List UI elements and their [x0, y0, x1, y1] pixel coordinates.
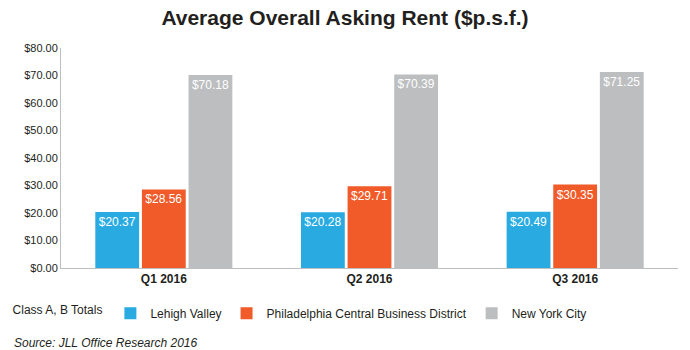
svg-text:$70.39: $70.39: [398, 77, 435, 91]
svg-text:Source: JLL Office Research 20: Source: JLL Office Research 2016: [14, 336, 198, 350]
svg-text:$80.00: $80.00: [24, 42, 58, 54]
svg-text:Lehigh Valley: Lehigh Valley: [150, 307, 221, 321]
svg-text:$10.00: $10.00: [24, 234, 58, 246]
svg-text:$0.00: $0.00: [30, 262, 58, 274]
svg-text:Q2 2016: Q2 2016: [346, 272, 392, 286]
svg-text:$20.28: $20.28: [304, 215, 341, 229]
svg-text:$20.37: $20.37: [99, 215, 136, 229]
svg-text:Class A, B Totals: Class A, B Totals: [13, 303, 103, 317]
svg-text:$60.00: $60.00: [24, 97, 58, 109]
svg-text:$50.00: $50.00: [24, 124, 58, 136]
svg-text:Philadelphia Central Business: Philadelphia Central Business District: [267, 307, 467, 321]
svg-text:$70.18: $70.18: [192, 78, 229, 92]
svg-text:$30.35: $30.35: [557, 188, 594, 202]
svg-text:$20.00: $20.00: [24, 207, 58, 219]
svg-text:$30.00: $30.00: [24, 179, 58, 191]
svg-text:Q3 2016: Q3 2016: [552, 272, 598, 286]
svg-text:$40.00: $40.00: [24, 152, 58, 164]
svg-text:$29.71: $29.71: [351, 189, 388, 203]
svg-text:Q1 2016: Q1 2016: [141, 272, 187, 286]
svg-text:$20.49: $20.49: [510, 215, 547, 229]
svg-text:Average Overall Asking Rent ($: Average Overall Asking Rent ($p.s.f.): [161, 6, 528, 29]
svg-text:$71.25: $71.25: [603, 75, 640, 89]
svg-text:$28.56: $28.56: [145, 192, 182, 206]
svg-text:$70.00: $70.00: [24, 69, 58, 81]
svg-text:New York City: New York City: [512, 307, 587, 321]
